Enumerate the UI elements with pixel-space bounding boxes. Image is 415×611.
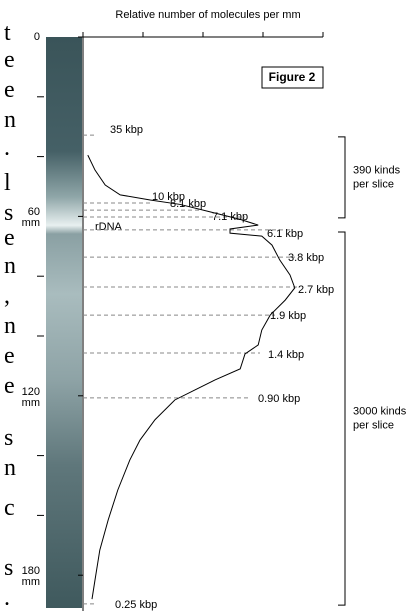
- margin-text: e: [4, 78, 15, 102]
- marker-label: 1.9 kbp: [270, 310, 306, 322]
- bracket-label: per slice: [353, 178, 394, 190]
- position-tick-label: 0: [34, 31, 40, 43]
- margin-text: n: [4, 108, 16, 132]
- margin-text: n: [4, 254, 16, 278]
- marker-label: 2.7 kbp: [298, 284, 334, 296]
- margin-text: s: [4, 556, 13, 580]
- chart: Figure 2 Relative number of molecules pe…: [0, 0, 415, 611]
- bracket-label: 3000 kinds: [353, 405, 407, 417]
- margin-text: e: [4, 48, 15, 72]
- position-tick-label: 180 mm: [10, 566, 40, 588]
- margin-text: s: [4, 426, 13, 450]
- axis-label: Relative number of molecules per mm: [115, 9, 300, 21]
- margin-text: n: [4, 456, 16, 480]
- marker-label: 35 kbp: [110, 124, 143, 136]
- bracket: [338, 137, 345, 218]
- figure-label: Figure 2: [269, 70, 316, 84]
- margin-text: ,: [4, 284, 10, 308]
- margin-text: .: [4, 136, 10, 160]
- page: Figure 2 Relative number of molecules pe…: [0, 0, 415, 611]
- margin-text: c: [4, 496, 15, 520]
- margin-text: l: [4, 171, 11, 195]
- bracket: [338, 232, 345, 605]
- marker-label: 0.90 kbp: [258, 393, 300, 405]
- bracket-label: per slice: [353, 419, 394, 431]
- margin-text: s: [4, 201, 13, 225]
- marker-label: 3.8 kbp: [288, 252, 324, 264]
- margin-text: e: [4, 374, 15, 398]
- margin-text: n: [4, 314, 16, 338]
- marker-label: 6.1 kbp: [267, 228, 303, 240]
- gel-image: [46, 37, 82, 608]
- marker-label: rDNA: [95, 221, 123, 233]
- margin-text: e: [4, 344, 15, 368]
- marker-label: 1.4 kbp: [268, 349, 304, 361]
- marker-label: 0.25 kbp: [115, 599, 157, 611]
- margin-text: t: [4, 21, 11, 45]
- margin-text: .: [4, 586, 10, 610]
- bracket-label: 390 kinds: [353, 164, 401, 176]
- margin-text: e: [4, 226, 15, 250]
